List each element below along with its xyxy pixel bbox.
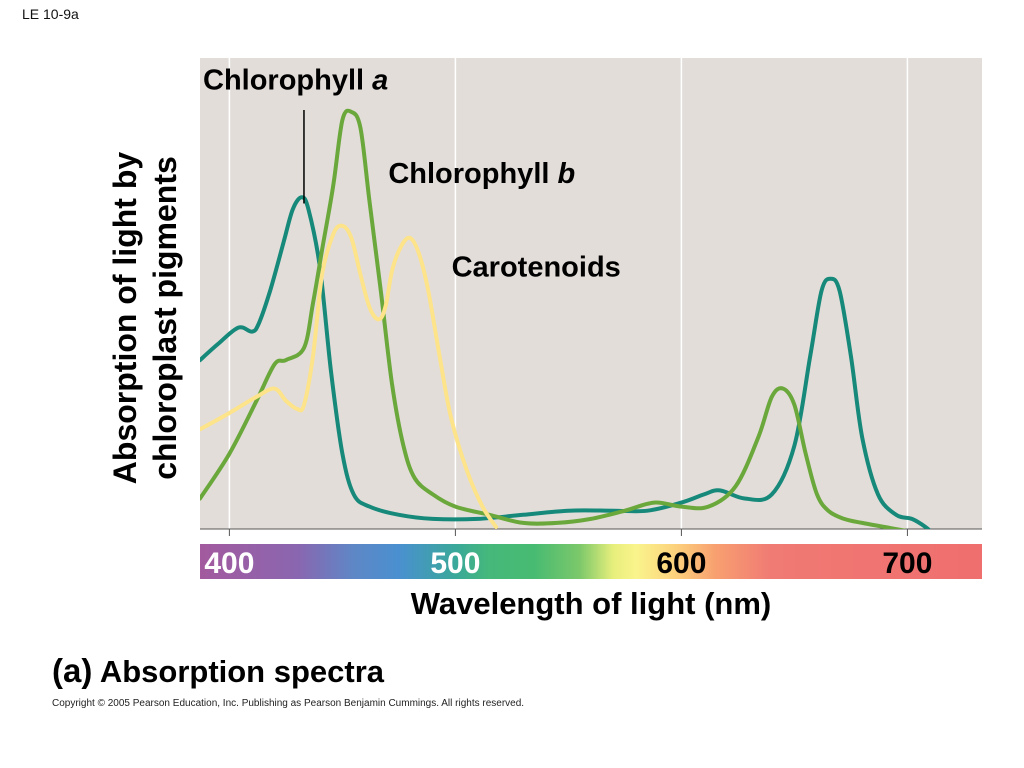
spectrum-tick-labels: 400 500 600 700	[204, 547, 932, 580]
figure-id: LE 10-9a	[22, 6, 79, 22]
panel-letter: (a)	[52, 652, 93, 689]
series-curves	[200, 108, 932, 529]
chlorophyll-b-label-base: Chlorophyll	[388, 158, 557, 190]
chlorophyll-a-curve	[200, 195, 932, 529]
x-tick-label-500: 500	[430, 547, 480, 580]
chlorophyll-b-curve	[200, 108, 908, 529]
y-axis-label-line2: chloroplast pigments	[147, 156, 183, 480]
y-axis-label: Absorption of light by chloroplast pigme…	[105, 73, 195, 563]
chlorophyll-b-label: Chlorophyll b	[388, 158, 575, 190]
chlorophyll-a-label-italic: a	[372, 64, 388, 96]
panel-title: Absorption spectra	[99, 654, 385, 689]
visible-spectrum-bar	[200, 544, 982, 579]
x-axis-ticks	[228, 529, 908, 536]
x-tick-label-700: 700	[882, 547, 932, 580]
carotenoids-label: Carotenoids	[452, 252, 621, 284]
chlorophyll-a-label-base: Chlorophyll	[203, 64, 372, 96]
plot-area	[200, 58, 982, 529]
x-tick-label-600: 600	[656, 547, 706, 580]
chlorophyll-b-label-italic: b	[558, 158, 576, 190]
x-axis-label: Wavelength of light (nm)	[410, 586, 772, 621]
panel-caption: (a) Absorption spectra	[52, 652, 384, 690]
carotenoids-curve	[200, 223, 499, 529]
chlorophyll-a-label: Chlorophyll a	[203, 64, 388, 96]
copyright-notice: Copyright © 2005 Pearson Education, Inc.…	[52, 698, 525, 709]
x-tick-label-400: 400	[204, 547, 254, 580]
y-axis-label-line1: Absorption of light by	[107, 151, 143, 485]
